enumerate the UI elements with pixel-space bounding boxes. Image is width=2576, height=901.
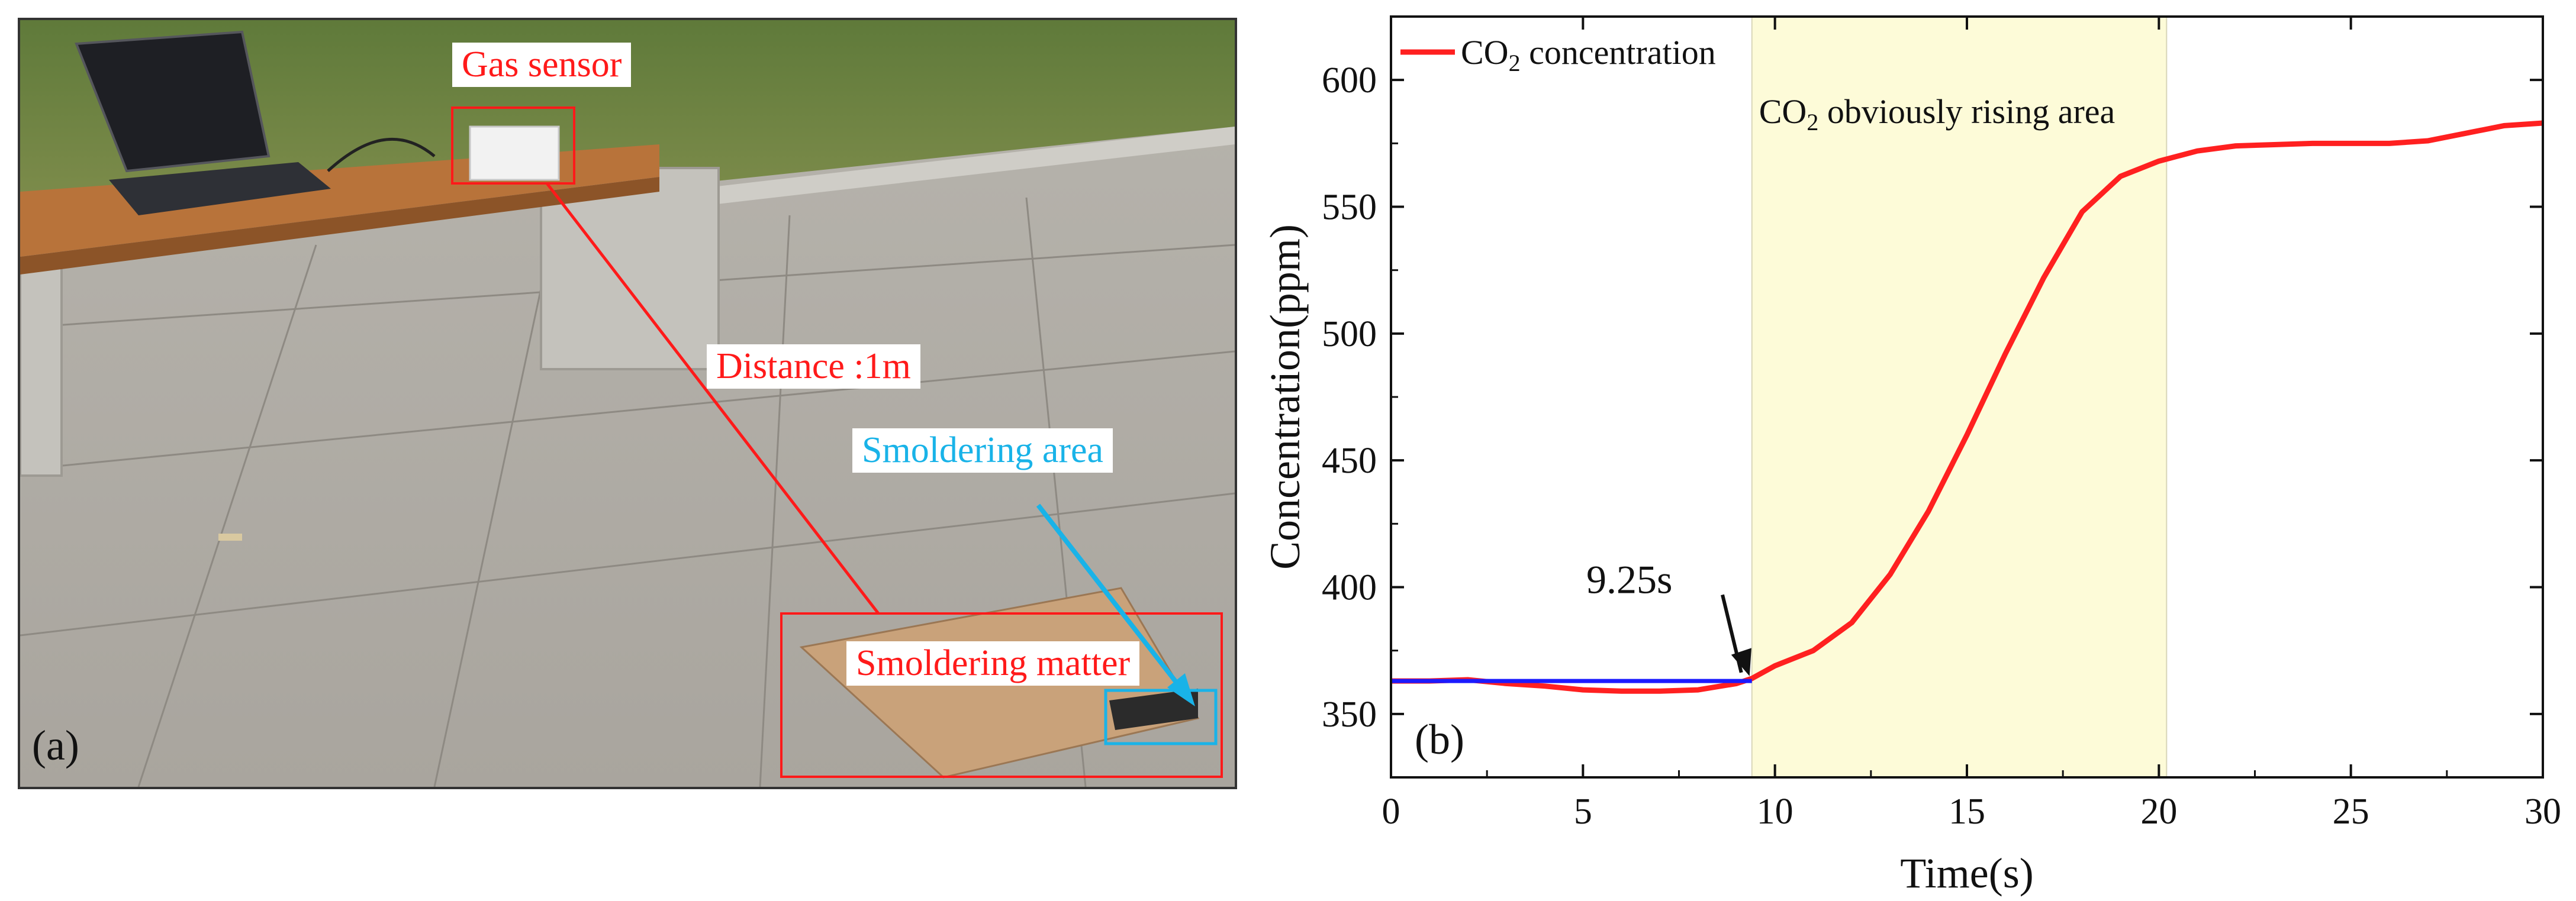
smoldering-area-arrowhead xyxy=(1167,673,1195,706)
y-tick-label: 350 xyxy=(1322,695,1377,735)
gas-sensor-box xyxy=(451,106,575,185)
y-tick-label: 400 xyxy=(1322,568,1377,608)
x-tick-label: 20 xyxy=(2140,792,2177,832)
smoldering-matter-label: Smoldering matter xyxy=(846,641,1140,686)
series-line-co2 xyxy=(1391,120,2543,694)
cigarette-butt xyxy=(218,534,242,541)
smoldering-residue xyxy=(1109,689,1198,730)
onset-time-label: 9.25s xyxy=(1586,557,1672,602)
laptop-base xyxy=(109,162,331,215)
legend-label-suffix: concentration xyxy=(1521,33,1716,72)
rising-area-label-prefix: CO xyxy=(1759,92,1807,131)
cable xyxy=(327,137,436,172)
x-tick-label: 30 xyxy=(2525,792,2561,832)
y-tick-label: 550 xyxy=(1322,188,1377,228)
rising-area-label-sub: 2 xyxy=(1807,109,1818,135)
co2-chart: CO2 obviously rising area 0 5 10 15 20 25 3035… xyxy=(1261,15,2561,897)
legend-label-prefix: CO xyxy=(1461,33,1509,72)
curb xyxy=(671,127,1235,209)
x-tick-label: 5 xyxy=(1574,792,1592,832)
outdoor-scene-photo xyxy=(20,20,1235,787)
rising-area-label: CO2 obviously rising area xyxy=(1759,92,2115,135)
y-tick-label: 600 xyxy=(1322,60,1377,101)
y-tick-label: 450 xyxy=(1322,441,1377,481)
distance-line xyxy=(546,182,880,615)
x-axis-title: Time(s) xyxy=(1900,850,2033,897)
distance-label: Distance :1m xyxy=(707,344,920,389)
photo-panel: Gas sensor Distance :1m Smoldering area … xyxy=(18,18,1237,789)
x-tick-label: 15 xyxy=(1949,792,1985,832)
onset-arrowhead xyxy=(1731,648,1751,676)
smoldering-matter-box xyxy=(780,612,1223,778)
panel-a-letter: (a) xyxy=(32,722,79,769)
smoldering-area-label: Smoldering area xyxy=(852,428,1113,473)
series-layer xyxy=(1391,120,2543,694)
y-axis-title: Concentration(ppm) xyxy=(1261,224,1309,570)
legend-label: CO2 concentration xyxy=(1461,33,1716,76)
gas-sensor-label: Gas sensor xyxy=(452,43,632,88)
legend: CO2 concentration xyxy=(1400,33,1716,76)
x-tick-label: 25 xyxy=(2333,792,2369,832)
annotation-group: 9.25s xyxy=(1586,557,1751,676)
y-tick-label: 500 xyxy=(1322,314,1377,354)
smoldering-area-box xyxy=(1104,689,1218,745)
laptop-screen xyxy=(75,30,271,173)
bench-seat-edge xyxy=(20,177,659,275)
axis-layer: 0 5 10 15 20 25 30 350 400 450 500 550 600 xyxy=(1322,15,2561,832)
rising-area-highlight xyxy=(1751,17,2167,777)
x-tick-label: 0 xyxy=(1382,792,1400,832)
gas-sensor-device xyxy=(469,125,560,181)
panel-b-letter: (b) xyxy=(1415,716,1464,763)
smoldering-area-arrow-shaft xyxy=(1036,503,1183,689)
legend-label-sub: 2 xyxy=(1509,50,1521,76)
x-tick-label: 10 xyxy=(1757,792,1793,832)
paving-joints xyxy=(20,197,1235,787)
grass xyxy=(20,20,1235,215)
rising-area-label-suffix: obviously rising area xyxy=(1818,92,2115,131)
